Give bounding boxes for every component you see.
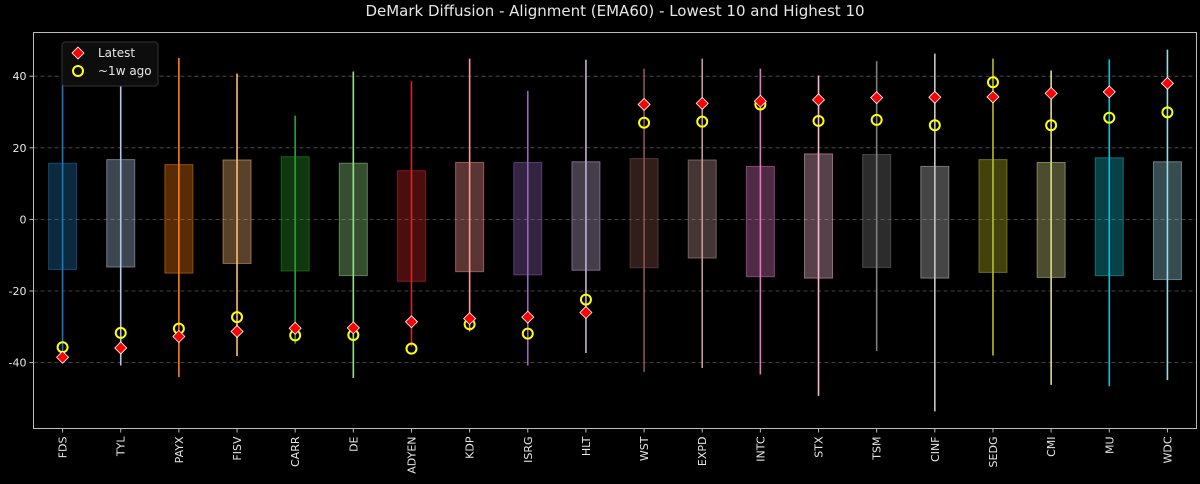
ago-point-CINF [928, 119, 941, 132]
ago-point-SEDG [986, 76, 999, 89]
latest-point-ADYEN [404, 315, 419, 329]
y-tick-label: 20 [13, 142, 27, 155]
x-tick-label: FDS [57, 436, 70, 458]
latest-point-INTC [753, 94, 767, 108]
latest-point-ISRG [521, 310, 535, 324]
ago-point-WST [638, 116, 651, 129]
x-tick-label: TSM [871, 437, 884, 461]
ago-point-EXPD [696, 115, 709, 128]
plot-marks [48, 49, 1182, 412]
latest-point-CARR [288, 321, 302, 335]
x-tick-label: ISRG [522, 437, 535, 463]
x-tick-label: INTC [754, 436, 767, 462]
x-tick-label: CARR [289, 436, 302, 467]
ago-point-TYL [114, 326, 127, 339]
ago-point-HLT [579, 293, 592, 306]
latest-point-CINF [928, 90, 942, 104]
y-axis: -40 -20 0 20 40 [9, 70, 34, 370]
latest-point-FISV [230, 324, 244, 339]
x-tick-label: CMI [1045, 437, 1058, 457]
x-tick-label: KDP [464, 436, 477, 459]
latest-point-MU [1102, 85, 1116, 99]
grid [33, 75, 1197, 364]
y-tick-label: 0 [20, 213, 27, 226]
latest-point-CMI [1044, 86, 1058, 100]
x-tick-label: WST [638, 436, 651, 461]
plot-frame [33, 32, 1197, 429]
legend-label-ago: ~1w ago [98, 64, 152, 78]
legend-box [61, 41, 159, 87]
latest-point-EXPD [695, 96, 709, 110]
ago-point-ISRG [521, 327, 534, 340]
ago-point-STX [812, 114, 825, 127]
ago-point-TSM [870, 113, 883, 126]
x-axis: FDS TYL PAYX FISV CARR DE ADYEN KDP ISRG HLT WST EX… [57, 428, 1174, 474]
ago-point-MU [1103, 111, 1116, 124]
x-tick-label: EXPD [696, 437, 709, 467]
x-tick-label: HLT [580, 436, 593, 456]
chart-title: DeMark Diffusion - Alignment (EMA60) - L… [365, 2, 864, 20]
ago-point-ADYEN [405, 342, 418, 355]
y-tick-label: 40 [13, 70, 27, 83]
latest-point-HLT [579, 305, 593, 320]
x-tick-label: ADYEN [405, 437, 418, 474]
latest-point-TYL [114, 341, 128, 355]
latest-point-TSM [870, 91, 884, 105]
x-tick-label: CINF [929, 437, 942, 462]
x-tick-label: FISV [231, 436, 244, 461]
y-tick-label: -40 [9, 357, 27, 370]
x-tick-label: SEDG [987, 437, 1000, 468]
x-tick-label: MU [1103, 437, 1116, 455]
ago-point-WDC [1161, 106, 1174, 119]
x-tick-label: WDC [1161, 436, 1174, 463]
legend-circle-icon [72, 65, 84, 77]
latest-point-PAYX [172, 329, 186, 344]
x-tick-label: STX [813, 436, 826, 458]
legend-label-latest: Latest [98, 46, 135, 60]
ago-point-CMI [1045, 119, 1058, 132]
x-tick-label: DE [347, 436, 360, 451]
latest-point-SEDG [986, 90, 1000, 104]
latest-point-FDS [56, 350, 70, 364]
x-tick-label: PAYX [173, 436, 186, 463]
latest-point-STX [811, 93, 826, 107]
latest-point-WDC [1160, 76, 1174, 90]
ago-point-FISV [231, 311, 244, 324]
legend: Latest ~1w ago [61, 41, 159, 87]
latest-point-KDP [463, 312, 477, 326]
latest-point-WST [637, 97, 651, 112]
y-tick-label: -20 [9, 285, 27, 298]
legend-diamond-icon [71, 46, 85, 60]
x-tick-label: TYL [115, 436, 128, 457]
latest-point-DE [346, 321, 360, 335]
